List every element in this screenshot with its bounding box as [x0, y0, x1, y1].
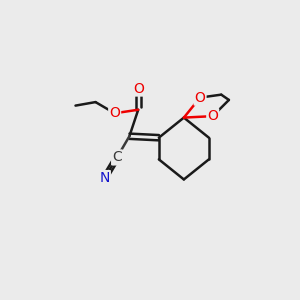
Text: O: O: [109, 106, 120, 120]
Text: N: N: [100, 171, 110, 185]
Text: C: C: [112, 150, 122, 164]
Text: O: O: [195, 91, 206, 105]
Text: O: O: [207, 109, 218, 123]
Text: O: O: [133, 82, 144, 95]
